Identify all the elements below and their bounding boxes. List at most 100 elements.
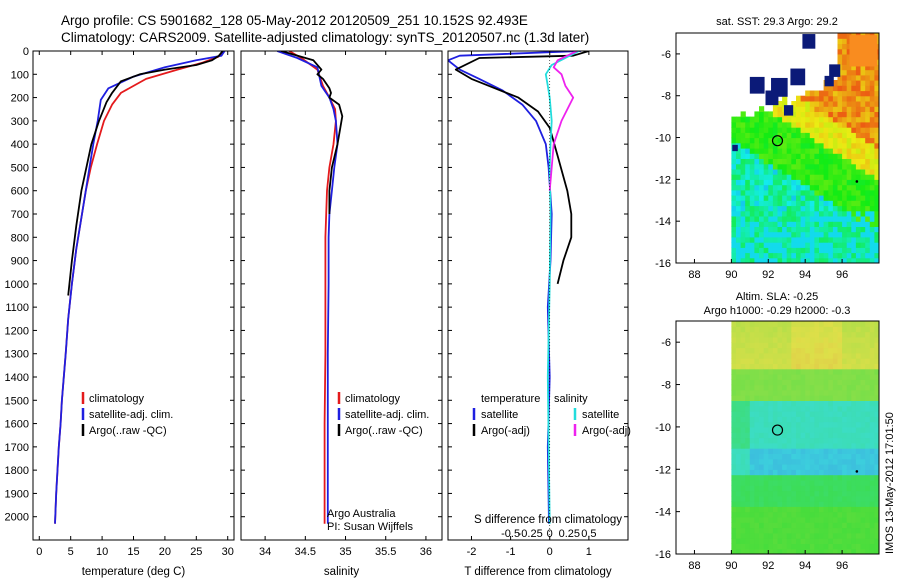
sst-map-cell [837,142,843,149]
sla-map-cell [823,469,829,476]
sla-map-cell [759,331,765,338]
sst-map-cell [796,257,802,263]
sst-map-cell [869,106,875,112]
sst-map-cell [796,184,802,191]
sla-map-cells [731,321,879,554]
sla-map-cell [860,336,866,343]
sla-map-cell [772,405,779,412]
sst-map-cell [828,90,834,97]
sst-map-cell [759,153,765,159]
sla-map-cell [749,352,755,359]
sst-map-cell [809,168,815,175]
sst-map-cell [772,205,779,212]
sst-map-cell [869,231,875,238]
sla-map-cell [782,405,788,412]
sst-map-cell [837,95,843,102]
sla-map-cell [731,469,737,476]
sla-map-cell [842,543,848,550]
sla-map-cell [749,522,755,529]
sst-map-cell [768,231,774,238]
sla-map-cell [736,374,742,380]
sst-map-cell [740,205,746,212]
sst-map-cell [865,226,871,233]
sla-map-cell [800,395,806,401]
difference-series [448,51,590,524]
sla-map-cell [759,469,765,476]
sla-map-cell [800,448,806,454]
sst-map-cell [786,163,792,170]
sla-map-cell [796,358,802,364]
sst-map-cell [754,221,760,227]
sla-map-cell [855,400,862,407]
sst-map-cell [763,247,769,254]
sst-map-cell [869,174,875,180]
sla-map-cell [796,469,802,476]
sst-map-cell [800,216,806,222]
sla-map-cell [772,416,779,423]
sst-map-cell [851,252,857,259]
sst-map-cell [796,163,802,170]
sla-map-cell [842,326,848,333]
salinity-series-2 [276,51,339,524]
sst-map-cell [796,252,802,259]
sla-map-cell [828,506,834,513]
sla-map-cell [731,421,737,428]
sla-map-cell [759,516,765,523]
sla-map-cell [814,495,820,502]
sst-map-ytick-label: -16 [655,258,671,270]
sla-map-cell [869,543,875,550]
sst-map-cell [846,48,852,55]
sst-map-cell [855,231,862,238]
sst-map-cell [805,127,811,133]
sst-map-cell [814,158,820,165]
sst-map-cell [786,205,792,212]
sst-map-cell [814,174,820,180]
sst-map-cell [745,216,751,222]
sst-map-cell [740,174,746,180]
sst-map-cell [805,137,811,144]
sla-map-cell [865,395,871,401]
sst-map-cell [846,210,852,217]
sla-map-cell [837,416,843,423]
sla-map-cell [759,437,765,444]
sla-map-cell [731,453,737,460]
difference-xtick-label: 0 [547,546,553,558]
sla-map-cell [749,448,755,454]
sst-map-cell [832,168,839,175]
sst-map-cell [805,257,811,263]
sst-map-cell [731,168,737,175]
sla-map-cell [786,358,792,364]
sst-map-cell [828,95,834,102]
sst-map-cell [869,85,875,92]
sla-map-cell [805,426,811,433]
sla-map-cell [819,389,825,396]
sla-map-cell [874,416,879,423]
sst-map-cell [842,142,848,149]
sla-map-cell [777,437,783,444]
sst-map-cell [745,195,751,201]
sla-map-cell [851,485,857,492]
sst-map-cell [777,158,783,165]
sla-map-cell [832,352,839,359]
sla-map-cell [777,522,783,529]
sla-map-cell [869,426,875,433]
sla-map-cell [786,501,792,507]
sla-map-cell [772,321,779,327]
sla-map-cell [855,474,862,481]
sst-map-cell [754,252,760,259]
sla-map-cell [772,548,779,554]
sla-map-cell [786,326,792,333]
sla-map-cell [763,543,769,550]
sla-map-cell [736,321,742,327]
sla-map-cell [796,464,802,470]
sst-map-cell [809,142,815,149]
sla-map-cell [763,347,769,354]
sst-map-cell [846,168,852,175]
sla-map-cell [851,321,857,327]
sst-map-cell [874,247,879,254]
sla-map-cell [772,395,779,401]
sst-map-cell [865,127,871,133]
sst-map-cell [832,174,839,180]
sla-map-cell [782,490,788,497]
sst-map-cloud-blotch [790,68,806,86]
